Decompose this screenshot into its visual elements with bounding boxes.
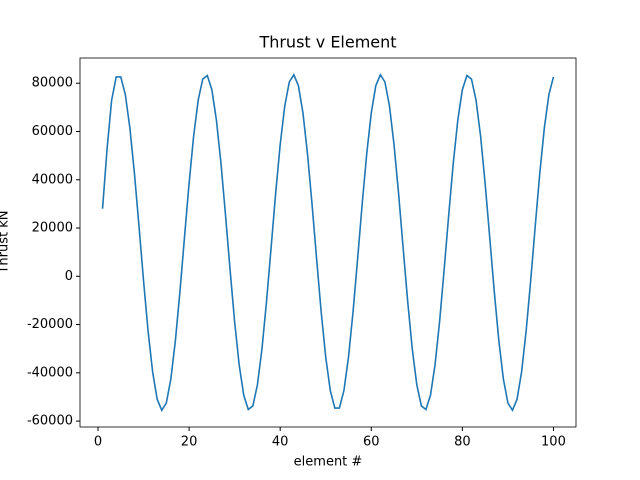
x-tick-label: 20 [181,435,198,450]
y-tick-label: 20000 [32,221,73,236]
y-axis-label: Thrust kN [0,210,12,274]
y-tick-label: -40000 [27,365,73,380]
y-tick-label: -60000 [27,414,73,429]
y-tick-label: 40000 [32,172,73,187]
x-tick-label: 100 [541,435,566,450]
x-tick-label: 80 [454,435,471,450]
data-line [101,73,555,412]
x-tick-label: 40 [272,435,289,450]
y-tick-label: 80000 [32,76,73,91]
y-tick-label: -20000 [27,317,73,332]
plot-frame [79,57,577,428]
x-axis-label: element # [294,455,363,470]
chart-title: Thrust v Element [258,33,396,52]
y-tick-label: 60000 [32,124,73,139]
x-tick-label: 60 [363,435,380,450]
x-tick-label: 0 [94,435,102,450]
y-tick-label: 0 [65,269,73,284]
